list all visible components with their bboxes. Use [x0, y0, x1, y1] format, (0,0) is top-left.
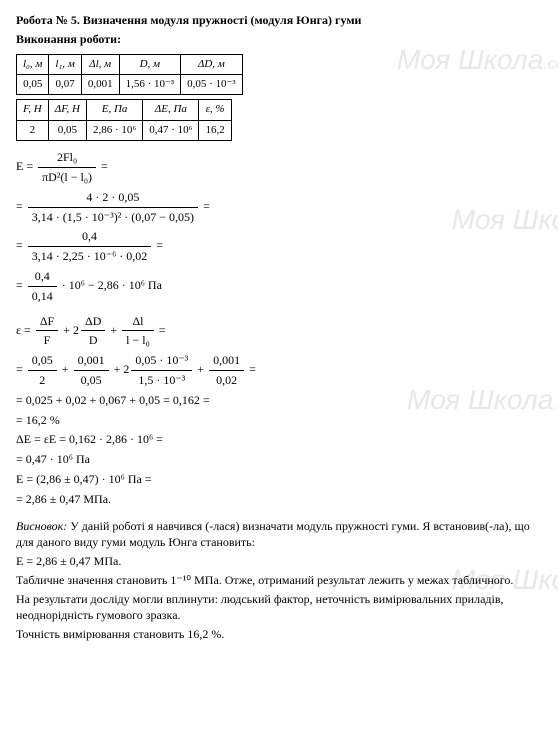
conclusion-section: Висновок: У даній роботі я навчився (-ла… [16, 518, 542, 644]
work-title: Робота № 5. Визначення модуля пружності … [16, 12, 542, 29]
table-cell: 0,05 [17, 74, 49, 94]
formula-epsilon-derivation: ε = ΔFF + 2ΔDD + Δll − l₀ = = 0,052 + 0,… [16, 313, 542, 508]
conclusion-text: Табличне значення становить 1⁻¹⁰ МПа. От… [16, 572, 542, 589]
conclusion-label: Висновок: [16, 519, 67, 533]
table-cell: 0,001 [81, 74, 119, 94]
table-header: l₁, м [49, 54, 81, 74]
table-cell: 0,07 [49, 74, 81, 94]
table-header: ΔE, Па [143, 100, 199, 120]
data-table-1: l₀, м l₁, м Δl, м D, м ΔD, м 0,05 0,07 0… [16, 54, 243, 96]
table-cell: 16,2 [199, 120, 231, 140]
conclusion-text: Точність вимірювання становить 16,2 %. [16, 626, 542, 643]
table-header: E, Па [86, 100, 142, 120]
table-header: F, Н [17, 100, 49, 120]
table-cell: 2,86 · 10⁶ [86, 120, 142, 140]
table-cell: 0,47 · 10⁶ [143, 120, 199, 140]
data-table-2: F, Н ΔF, Н E, Па ΔE, Па ε, % 2 0,05 2,86… [16, 99, 232, 141]
table-cell: 0,05 · 10⁻³ [181, 74, 243, 94]
table-cell: 0,05 [48, 120, 86, 140]
table-cell: 2 [17, 120, 49, 140]
table-header: ε, % [199, 100, 231, 120]
section-subtitle: Виконання роботи: [16, 31, 542, 48]
table-header: ΔF, Н [48, 100, 86, 120]
formula-e-derivation: E = 2Fl₀πD²(l − l₀) = = 4 · 2 · 0,053,14… [16, 149, 542, 304]
table-header: Δl, м [81, 54, 119, 74]
table-header: ΔD, м [181, 54, 243, 74]
conclusion-text: На результати досліду могли вплинути: лю… [16, 591, 542, 625]
table-cell: 1,56 · 10⁻³ [119, 74, 181, 94]
table-header: l₀, м [17, 54, 49, 74]
table-header: D, м [119, 54, 181, 74]
result-value: E = 2,86 ± 0,47 МПа. [16, 553, 542, 570]
